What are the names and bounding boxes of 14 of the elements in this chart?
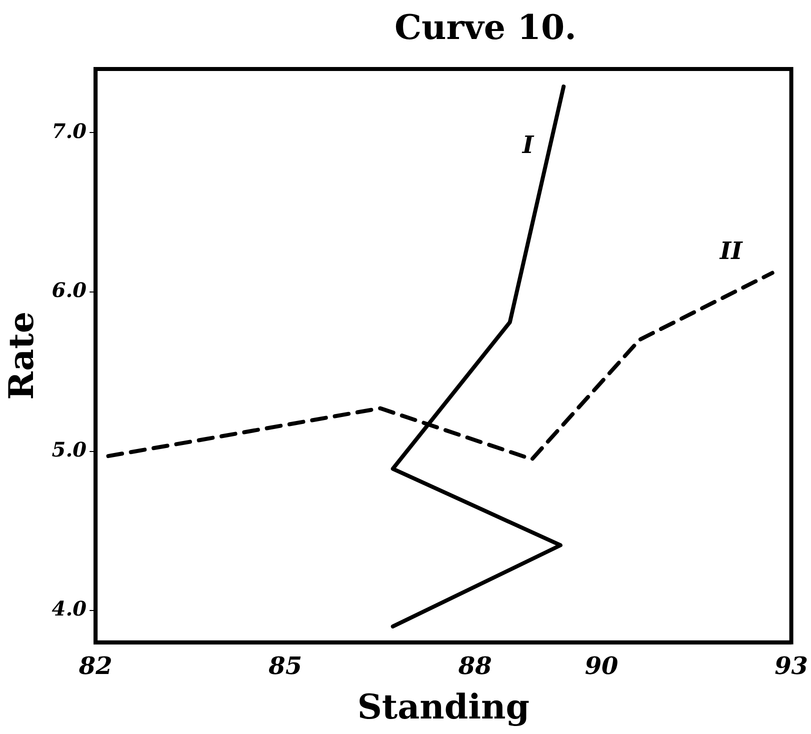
x-tick-label: 82 xyxy=(78,651,112,680)
y-axis-title: Rate xyxy=(2,311,42,400)
x-tick-label: 93 xyxy=(774,651,808,680)
y-tick-label: 6.0 xyxy=(52,278,87,302)
chart-title: Curve 10. xyxy=(393,8,578,50)
x-tick-label: 88 xyxy=(457,651,492,680)
series-label: II xyxy=(718,236,744,266)
series-label: I xyxy=(521,130,534,159)
x-axis-title: Standing xyxy=(357,687,530,728)
y-tick-label: 5.0 xyxy=(52,437,87,462)
y-tick-label: 4.0 xyxy=(52,596,87,621)
y-tick-label: 7.0 xyxy=(52,118,87,143)
x-tick-label: 85 xyxy=(268,651,302,680)
x-tick-label: 90 xyxy=(584,651,619,680)
